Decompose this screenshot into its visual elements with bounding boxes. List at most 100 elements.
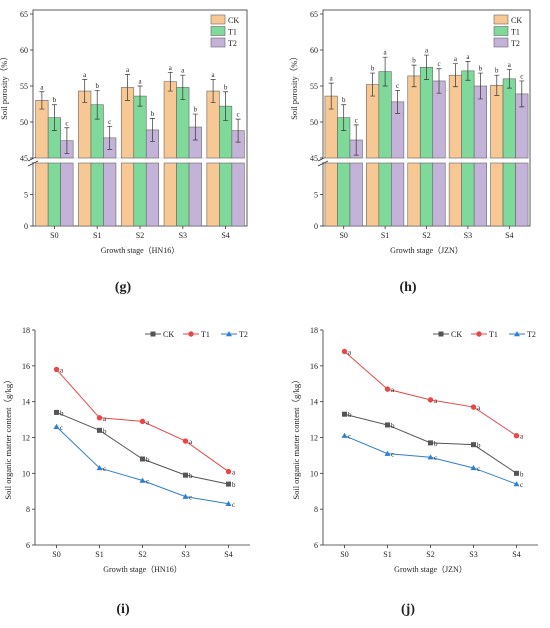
x-tick-label: S3 — [179, 231, 187, 240]
legend-label: T2 — [239, 330, 248, 339]
bar-t1-upper — [502, 78, 516, 159]
significance-letter: a — [103, 415, 107, 423]
error-bar — [167, 71, 173, 92]
significance-letter: a — [126, 66, 130, 74]
panel-label-g: (g) — [115, 280, 132, 295]
data-point-t2 — [427, 454, 434, 460]
significance-letter: a — [508, 61, 512, 69]
legend-marker — [514, 331, 520, 337]
axes — [322, 330, 538, 546]
y-tick-label: 12 — [22, 434, 30, 443]
significance-letter: b — [348, 411, 352, 419]
data-point-t1 — [427, 397, 434, 403]
bar-t1-lower — [337, 162, 351, 227]
error-bar — [125, 74, 130, 101]
error-bar — [424, 54, 429, 80]
data-point-ck — [471, 442, 476, 448]
y-tick-label: 10 — [22, 469, 30, 478]
data-point-t2 — [341, 432, 348, 438]
bar-ck-lower — [120, 162, 135, 227]
error-bar — [452, 63, 458, 88]
error-bar — [223, 91, 229, 121]
bar-t2-lower — [391, 162, 405, 227]
error-bar — [341, 104, 347, 131]
error-bar — [64, 127, 70, 155]
y-tick-label: 0 — [24, 222, 28, 231]
legend-marker — [150, 331, 156, 337]
significance-letter: b — [520, 470, 524, 478]
x-tick-label: S4 — [505, 231, 513, 240]
data-point-ck — [226, 481, 231, 487]
x-tick-label: S1 — [95, 550, 103, 559]
significance-letter: a — [146, 418, 150, 426]
data-point-t2 — [384, 450, 391, 456]
error-bar — [411, 64, 417, 88]
significance-letter: a — [83, 71, 87, 79]
data-point-ck — [342, 411, 347, 417]
data-point-t2 — [139, 477, 146, 483]
y-tick-label: 60 — [310, 46, 318, 55]
significance-letter: a — [40, 83, 44, 91]
axis-break-gap — [27, 159, 39, 162]
significance-letter: b — [189, 472, 193, 480]
bar-t2-lower — [473, 162, 487, 227]
bar-t2-lower — [231, 162, 245, 227]
error-bar — [395, 89, 401, 114]
significance-letter: a — [466, 53, 470, 61]
significance-letter: b — [342, 96, 346, 104]
data-point-t1 — [53, 366, 60, 373]
y-tick-label: 6 — [26, 541, 30, 550]
x-tick-label: S0 — [52, 550, 60, 559]
error-bar — [94, 89, 100, 120]
bar-ck-lower — [324, 162, 338, 227]
y-axis-label: Soil porosity（%） — [289, 52, 299, 120]
significance-letter: c — [232, 501, 235, 509]
data-point-t1 — [96, 415, 103, 421]
y-tick-label: 0 — [314, 222, 318, 231]
significance-letter: c — [391, 451, 394, 459]
x-tick-label: S3 — [464, 231, 472, 240]
bar-ck-lower — [35, 162, 49, 227]
legend-swatch-t1 — [210, 26, 226, 36]
significance-letter: a — [330, 75, 334, 83]
significance-letter: b — [434, 440, 438, 448]
data-point-ck — [385, 422, 390, 428]
bar-t1-lower — [133, 162, 147, 227]
significance-letter: b — [477, 442, 481, 450]
significance-letter: c — [355, 116, 358, 124]
y-tick-label: 14 — [22, 398, 30, 407]
panel-label-h: (h) — [399, 280, 416, 295]
data-point-ck — [140, 456, 145, 462]
bar-ck-upper — [407, 75, 421, 159]
y-tick-label: 65 — [310, 10, 318, 19]
significance-letter: b — [95, 82, 99, 90]
y-tick-label: 50 — [310, 118, 318, 127]
x-axis-label: Growth stage（HN16） — [101, 246, 179, 255]
x-tick-label: S4 — [224, 550, 232, 559]
significance-letter: b — [495, 67, 499, 75]
error-bar — [180, 74, 186, 101]
error-bar — [192, 113, 198, 141]
significance-letter: a — [189, 438, 193, 446]
bar-t1-lower — [219, 162, 233, 227]
legend-swatch-ck — [210, 14, 226, 25]
legend-label: CK — [228, 16, 239, 25]
x-tick-label: S0 — [50, 231, 58, 240]
y-tick-label: 6 — [314, 541, 318, 550]
significance-letter: b — [371, 65, 375, 73]
bar-ck-upper — [490, 84, 504, 159]
error-bar — [382, 56, 388, 87]
significance-letter: a — [181, 67, 185, 75]
y-tick-label: 18 — [310, 326, 318, 335]
bar-t1-lower — [176, 162, 190, 227]
error-bar — [477, 72, 483, 100]
y-tick-label: 16 — [22, 362, 30, 371]
error-bar — [107, 125, 113, 150]
bar-ck-lower — [206, 162, 220, 227]
significance-letter: c — [237, 111, 240, 119]
bar-t1-lower — [47, 162, 61, 227]
x-tick-label: S3 — [469, 550, 477, 559]
x-tick-label: S0 — [340, 550, 348, 559]
bar-t1-upper — [419, 66, 434, 159]
